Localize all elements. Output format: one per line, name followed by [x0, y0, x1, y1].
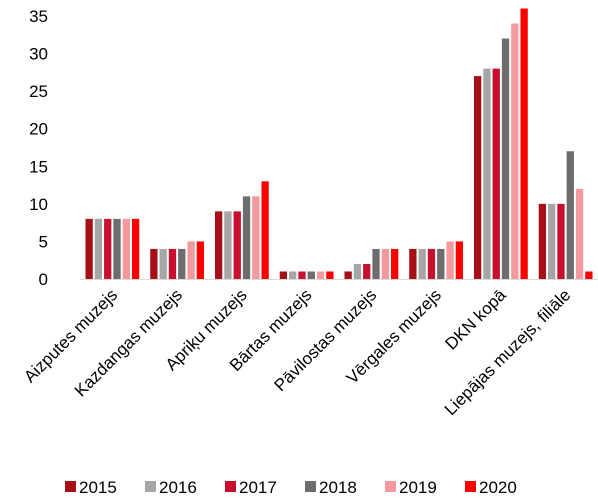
legend: 2015 2016 2017 2018 2019 2020 — [65, 478, 517, 497]
legend-swatch — [465, 481, 476, 492]
bars — [85, 8, 593, 280]
bar-2018 — [307, 271, 315, 279]
bar-2020 — [585, 271, 593, 279]
bar-2017 — [427, 248, 436, 279]
bar-2018 — [501, 38, 510, 279]
legend-swatch — [305, 481, 316, 492]
bar-2015 — [150, 248, 158, 279]
y-tick-label: 35 — [29, 7, 48, 26]
bar-2020 — [520, 8, 528, 280]
bar-2020 — [131, 218, 140, 279]
bar-2018 — [372, 248, 380, 279]
legend-label: 2020 — [479, 478, 517, 497]
category-label: Kazdangas muzejs — [71, 285, 186, 400]
bar-2018 — [178, 248, 186, 279]
legend-label: 2019 — [399, 478, 437, 497]
bar-2020 — [390, 248, 399, 279]
bar-2015 — [214, 211, 223, 279]
bar-2017 — [363, 263, 371, 279]
bar-2017 — [557, 203, 565, 279]
bar-2015 — [85, 218, 93, 279]
bar-2019 — [511, 23, 519, 280]
y-tick-label: 15 — [29, 157, 48, 176]
bar-2019 — [446, 241, 454, 279]
legend-item: 2019 — [385, 478, 437, 497]
bar-2016 — [159, 248, 167, 279]
legend-item: 2020 — [465, 478, 517, 497]
bar-2015 — [344, 271, 352, 279]
y-tick-label: 10 — [29, 195, 48, 214]
bar-2019 — [575, 188, 584, 279]
legend-label: 2015 — [79, 478, 117, 497]
legend-swatch — [385, 481, 396, 492]
bar-2016 — [289, 271, 297, 279]
legend-item: 2015 — [65, 478, 117, 497]
bar-2017 — [168, 248, 177, 279]
bar-2019 — [316, 271, 325, 279]
bar-2020 — [261, 181, 269, 279]
bar-2015 — [473, 76, 482, 279]
bar-2020 — [455, 241, 464, 279]
legend-swatch — [65, 481, 76, 492]
category-label: DKN kopā — [441, 285, 510, 354]
legend-label: 2016 — [159, 478, 197, 497]
y-tick-label: 20 — [29, 120, 48, 139]
legend-swatch — [225, 481, 236, 492]
legend-item: 2017 — [225, 478, 277, 497]
bar-2017 — [104, 218, 112, 279]
bar-2016 — [548, 203, 556, 279]
bar-2016 — [483, 68, 491, 279]
bar-2017 — [233, 211, 241, 279]
bar-2018 — [113, 218, 121, 279]
bar-2020 — [196, 241, 205, 279]
bar-2015 — [538, 203, 547, 279]
y-tick-label: 30 — [29, 45, 48, 64]
bar-2019 — [381, 248, 389, 279]
legend-label: 2017 — [239, 478, 277, 497]
bar-2019 — [252, 196, 260, 279]
bar-2017 — [298, 271, 306, 279]
y-tick-label: 5 — [39, 232, 48, 251]
bar-2017 — [492, 68, 500, 279]
bar-2016 — [353, 263, 362, 279]
category-label: Liepājas muzejs, filiāle — [441, 285, 575, 419]
bar-2018 — [242, 196, 251, 279]
bar-2016 — [418, 248, 426, 279]
bar-2019 — [187, 241, 195, 279]
bar-2020 — [326, 271, 334, 279]
bar-2015 — [279, 271, 288, 279]
y-tick-label: 0 — [39, 270, 48, 289]
bar-2018 — [566, 151, 574, 279]
legend-swatch — [145, 481, 156, 492]
y-axis: 0 5 10 15 20 25 30 35 — [29, 7, 48, 289]
y-tick-label: 25 — [29, 82, 48, 101]
bar-2016 — [94, 218, 103, 279]
legend-item: 2018 — [305, 478, 357, 497]
bar-2016 — [224, 211, 232, 279]
bar-2015 — [409, 248, 417, 279]
bar-2018 — [437, 248, 445, 279]
bar-2019 — [122, 218, 130, 279]
legend-label: 2018 — [319, 478, 357, 497]
legend-item: 2016 — [145, 478, 197, 497]
